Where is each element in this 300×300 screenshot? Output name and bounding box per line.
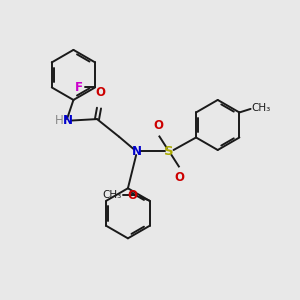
- Text: N: N: [63, 114, 73, 127]
- Text: O: O: [174, 171, 184, 184]
- Text: CH₃: CH₃: [103, 190, 122, 200]
- Text: S: S: [164, 145, 174, 158]
- Text: CH₃: CH₃: [252, 103, 271, 113]
- Text: H: H: [55, 114, 64, 127]
- Text: O: O: [95, 86, 105, 99]
- Text: O: O: [127, 189, 137, 202]
- Text: N: N: [132, 145, 142, 158]
- Text: F: F: [74, 81, 83, 94]
- Text: O: O: [154, 119, 164, 132]
